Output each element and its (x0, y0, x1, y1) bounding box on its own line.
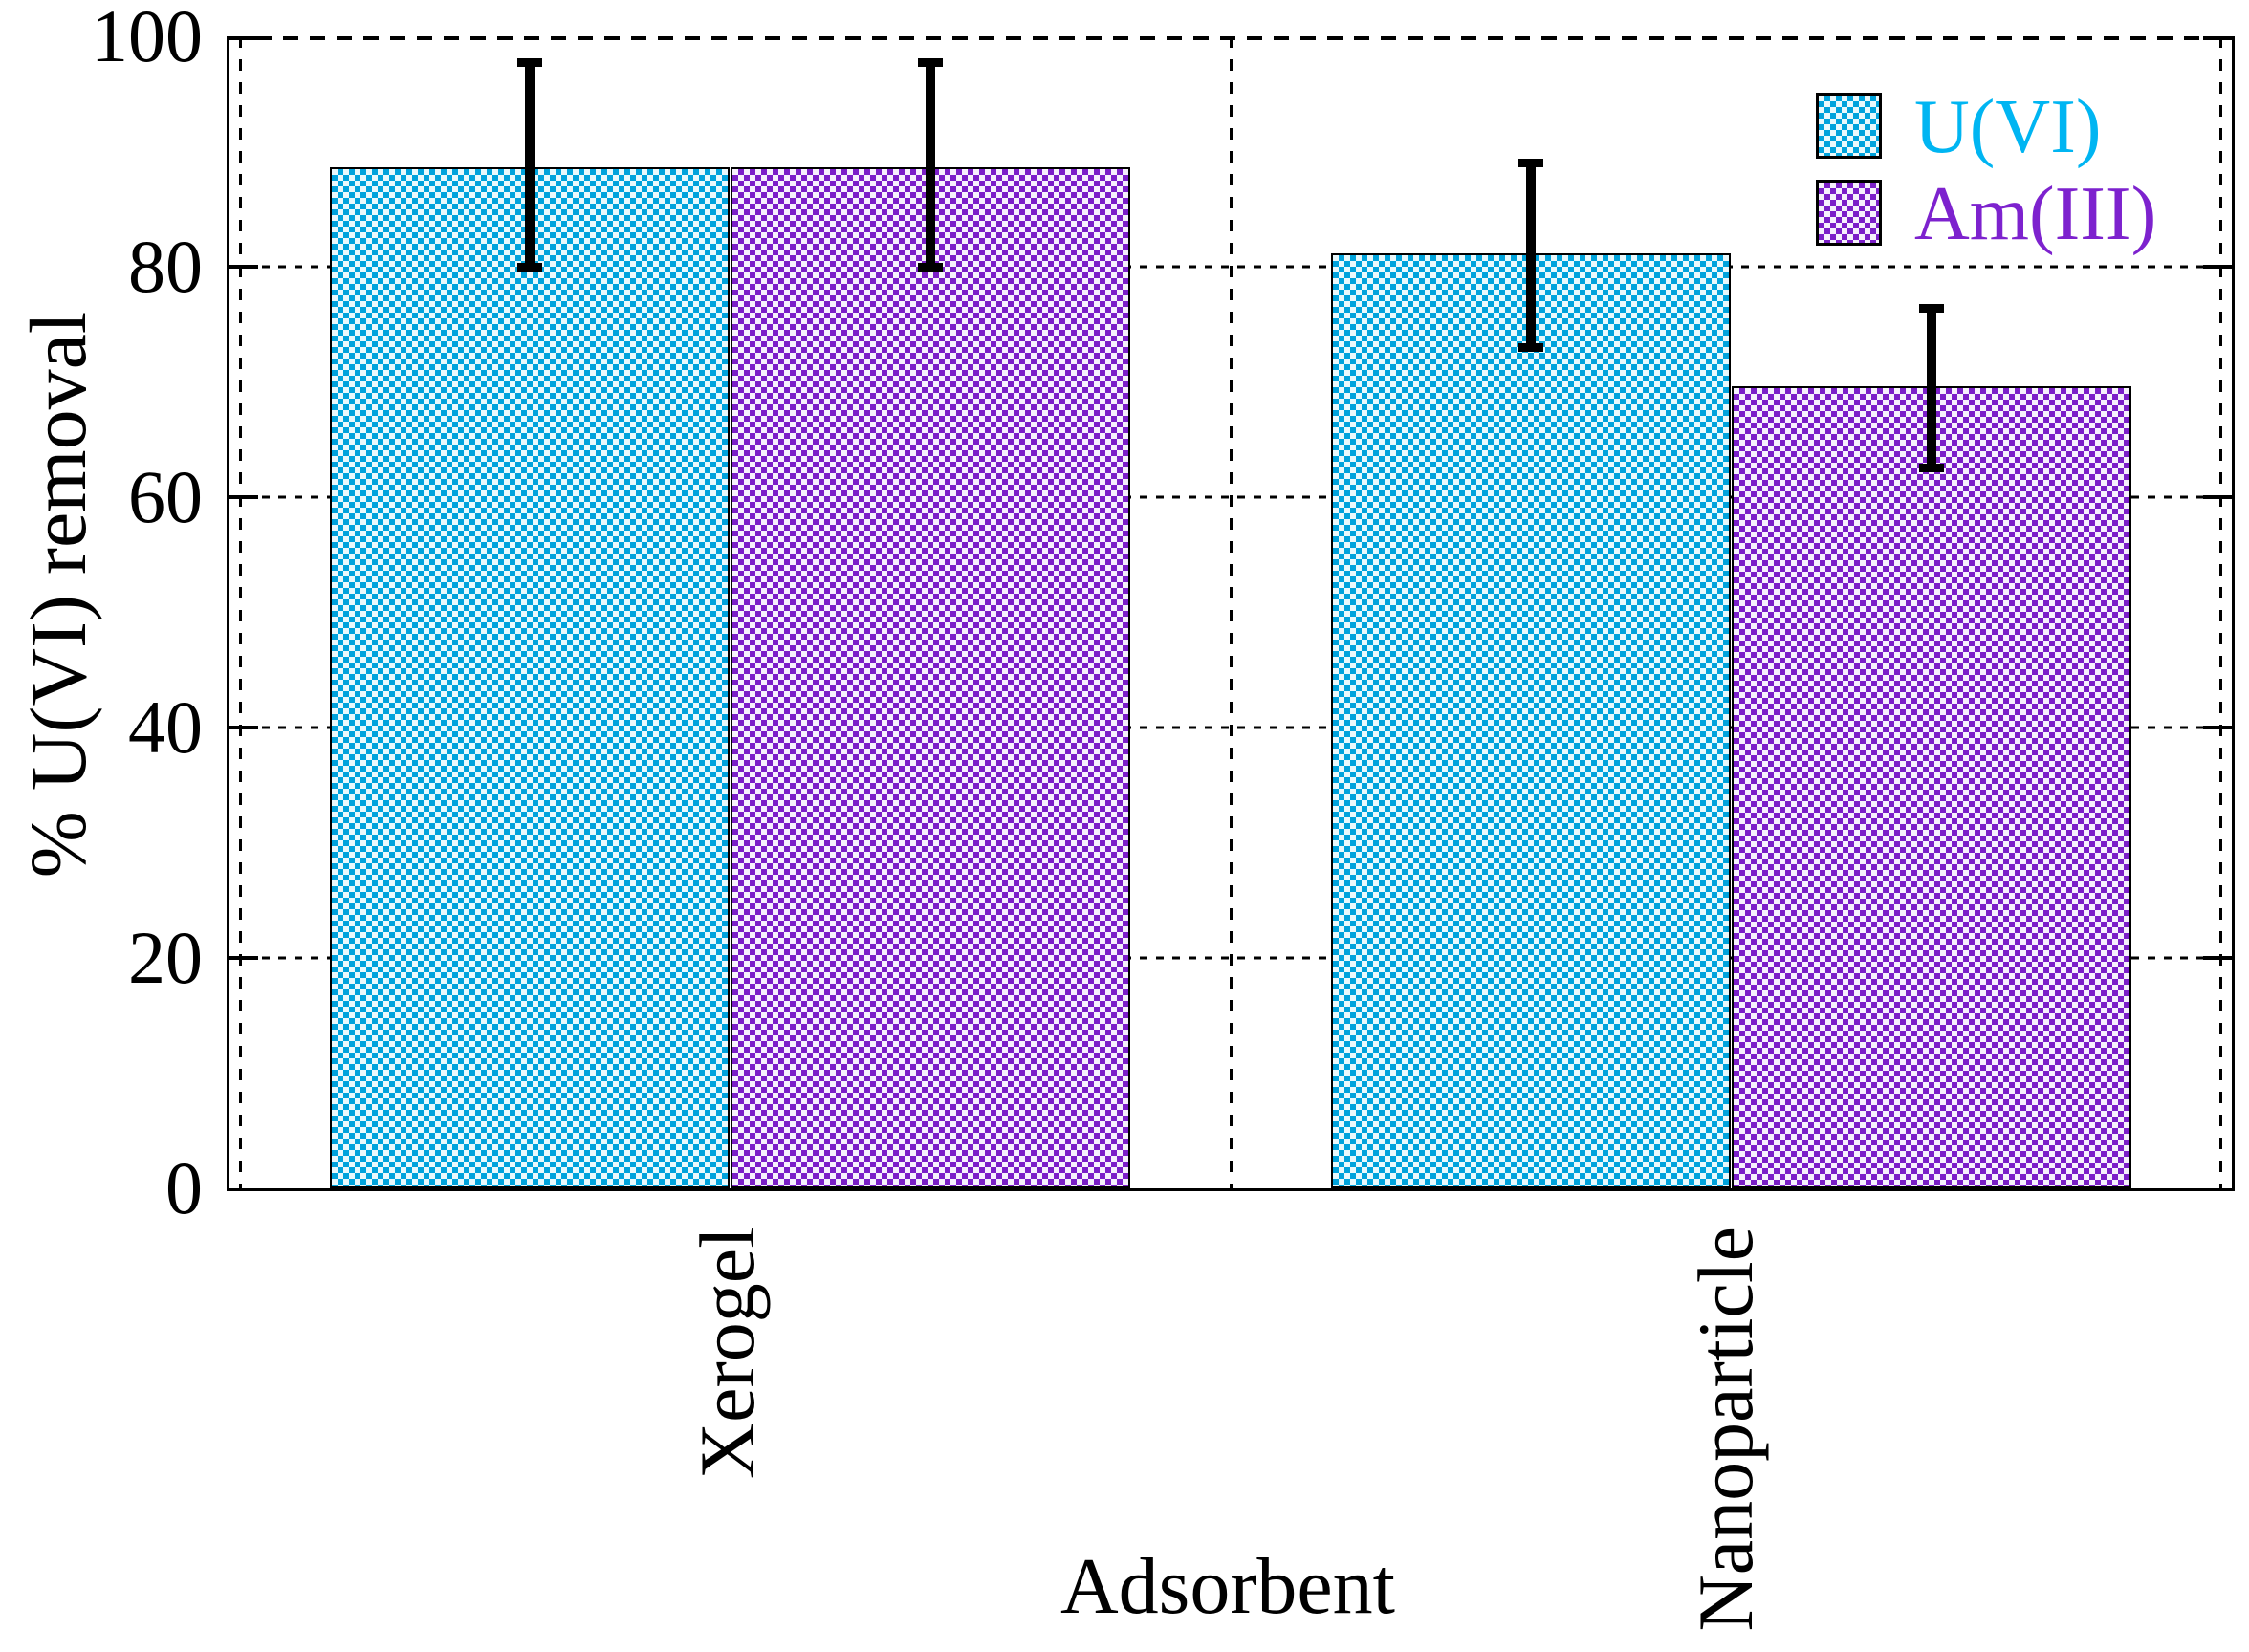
legend-label-uvi: U(VI) (1914, 85, 2102, 169)
error-bar-xerogel-am(iii)-stem (925, 62, 935, 267)
plot-area: U(VI) Am(III) (227, 36, 2235, 1191)
legend-swatch-amiii (1816, 180, 1882, 246)
y-tick-right-80 (2203, 265, 2232, 269)
bar-xerogel-am(iii) (730, 167, 1131, 1188)
x-category-label-xerogel: Xerogel (684, 1227, 771, 1480)
y-tick-label-60: 60 (128, 455, 203, 538)
error-bar-nanoparticle-am(iii)-cap-bottom (1918, 464, 1944, 473)
error-bar-nanoparticle-u(vi)-cap-bottom (1518, 342, 1544, 352)
y-tick-label-100: 100 (91, 0, 203, 77)
bar-nanoparticle-u(vi) (1330, 252, 1732, 1188)
x-grid-line-1 (1229, 36, 1233, 1188)
error-bar-nanoparticle-am(iii)-cap-top (1918, 303, 1944, 313)
y-tick-left-100 (229, 36, 258, 40)
x-category-label-nanoparticle: Nanoparticle (1682, 1227, 1769, 1632)
error-bar-xerogel-u(vi)-cap-bottom (517, 262, 543, 272)
y-tick-left-60 (229, 495, 258, 499)
bar-nanoparticle-am(iii) (1731, 386, 2132, 1188)
y-axis-title: % U(VI) removal (14, 311, 103, 879)
y-tick-label-80: 80 (128, 225, 203, 308)
legend-label-amiii: Am(III) (1914, 172, 2157, 256)
y-tick-right-20 (2203, 956, 2232, 960)
error-bar-xerogel-u(vi)-cap-top (517, 58, 543, 68)
y-tick-left-20 (229, 956, 258, 960)
y-tick-left-40 (229, 726, 258, 729)
x-grid-line-0 (239, 36, 242, 1188)
y-tick-label-40: 40 (128, 685, 203, 769)
error-bar-xerogel-am(iii)-cap-bottom (917, 262, 943, 272)
y-tick-label-0: 0 (165, 1146, 203, 1229)
error-bar-xerogel-u(vi)-stem (525, 62, 535, 267)
y-tick-left-80 (229, 265, 258, 269)
x-axis-title: Adsorbent (1060, 1542, 1395, 1631)
y-tick-right-40 (2203, 726, 2232, 729)
y-tick-label-20: 20 (128, 916, 203, 999)
error-bar-nanoparticle-u(vi)-cap-top (1518, 159, 1544, 168)
x-grid-line-2 (2219, 36, 2222, 1188)
y-tick-right-100 (2203, 36, 2232, 40)
bar-xerogel-u(vi) (329, 167, 731, 1188)
y-tick-right-60 (2203, 495, 2232, 499)
legend-swatch-uvi (1816, 93, 1882, 159)
error-bar-nanoparticle-u(vi)-stem (1526, 163, 1537, 348)
error-bar-nanoparticle-am(iii)-stem (1926, 308, 1936, 468)
error-bar-xerogel-am(iii)-cap-top (917, 58, 943, 68)
